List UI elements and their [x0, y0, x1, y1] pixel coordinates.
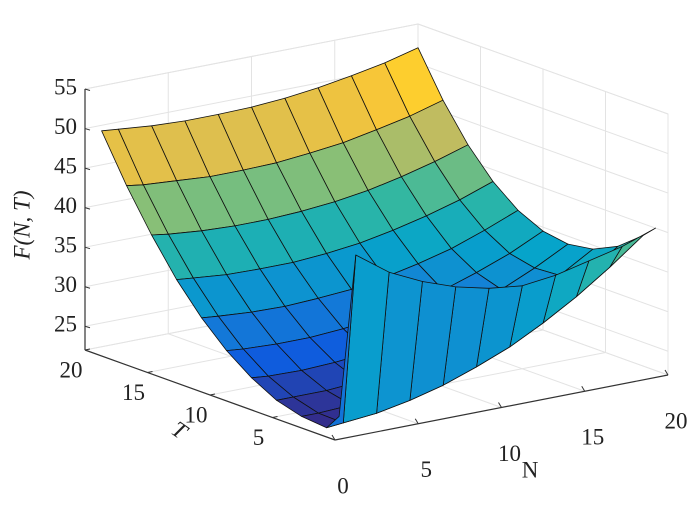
x-tick-label: 20	[665, 408, 688, 433]
tick-mark	[331, 434, 336, 441]
tick-mark	[664, 369, 669, 376]
tick-mark	[84, 128, 91, 131]
x-tick-label: 10	[498, 441, 521, 466]
grid-line	[417, 63, 669, 155]
grid-line	[84, 23, 419, 90]
z-tick-label: 40	[54, 193, 77, 218]
y-tick-label: 10	[185, 402, 208, 427]
y-axis	[84, 349, 336, 441]
z-tick-label: 45	[54, 153, 77, 178]
tick-mark	[414, 418, 419, 425]
grid-line	[417, 102, 669, 194]
tick-mark	[498, 402, 502, 408]
x-axis	[334, 374, 669, 441]
tick-mark	[84, 325, 91, 329]
tick-mark	[84, 167, 91, 171]
tick-mark	[84, 246, 91, 250]
y-tick-label: 20	[60, 357, 83, 382]
tick-mark	[581, 385, 586, 392]
z-tick-label: 35	[54, 232, 77, 257]
tick-mark	[84, 207, 91, 210]
surface-patch	[326, 254, 357, 429]
z-tick-label: 50	[54, 114, 77, 139]
z-tick-label: 55	[54, 74, 77, 99]
labels: N T F(N, T) 0510152051015202530354045505…	[9, 74, 687, 498]
z-tick-label: 30	[54, 272, 77, 297]
x-axis-label: N	[522, 457, 539, 482]
x-tick-label: 15	[581, 425, 604, 450]
grid-line	[417, 23, 669, 115]
y-tick-label: 15	[122, 380, 145, 405]
x-tick-label: 0	[337, 473, 349, 498]
z-axis-label: F(N, T)	[9, 191, 34, 261]
z-tick-label: 25	[54, 312, 77, 337]
tick-mark	[84, 286, 91, 289]
surface	[101, 47, 656, 429]
tick-mark	[84, 88, 91, 91]
x-tick-label: 5	[421, 457, 433, 482]
y-tick-label: 5	[253, 425, 265, 450]
